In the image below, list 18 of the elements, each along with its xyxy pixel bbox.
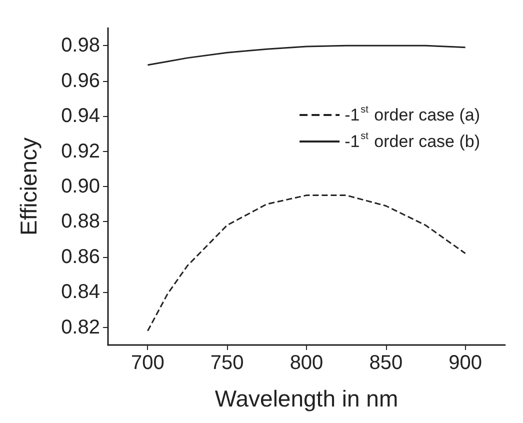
y-tick-label: 0.88	[61, 210, 100, 233]
y-tick-label: 0.92	[61, 140, 100, 162]
y-tick-label: 0.90	[61, 176, 100, 198]
y-tick-label: 0.96	[61, 70, 100, 92]
x-tick-label: 750	[210, 352, 244, 374]
x-tick-label: 800	[290, 352, 324, 374]
line-series	[146, 44, 466, 66]
y-tick-label: 0.84	[61, 281, 100, 304]
y-tick-label: 0.86	[61, 246, 100, 268]
y-tick-label: 0.98	[61, 34, 100, 57]
line-series	[146, 194, 466, 332]
x-tick-label: 700	[131, 352, 164, 374]
x-tick-label: 850	[369, 352, 403, 374]
x-tick-label: 900	[448, 352, 482, 374]
y-tick-label: 0.94	[61, 105, 100, 128]
x-axis-title: Wavelength in nm	[214, 386, 398, 412]
y-tick-label: 0.82	[61, 316, 100, 338]
y-axis-title: Efficiency	[16, 137, 42, 236]
